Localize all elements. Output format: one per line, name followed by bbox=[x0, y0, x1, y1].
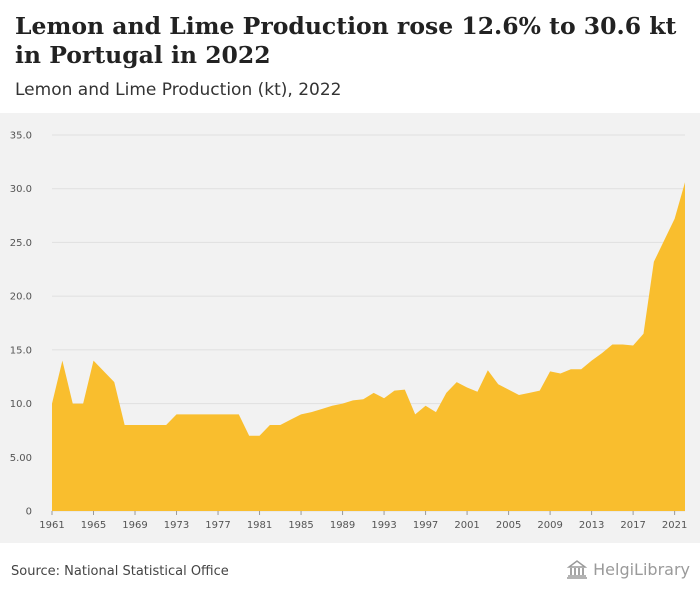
x-tick-label: 2013 bbox=[579, 520, 604, 531]
x-tick-label: 2001 bbox=[454, 520, 479, 531]
x-tick-label: 1969 bbox=[122, 520, 147, 531]
chart-title: Lemon and Lime Production rose 12.6% to … bbox=[15, 12, 677, 69]
x-tick-label: 2017 bbox=[620, 520, 645, 531]
y-tick-label: 0 bbox=[26, 507, 32, 518]
helgilibrary-logo: HelgiLibrary bbox=[565, 559, 690, 579]
logo-text: HelgiLibrary bbox=[593, 559, 690, 579]
y-tick-label: 20.0 bbox=[10, 292, 32, 303]
y-tick-label: 15.0 bbox=[10, 345, 32, 356]
production-area-series bbox=[52, 182, 685, 512]
x-tick-label: 1989 bbox=[330, 520, 355, 531]
y-tick-label: 5.00 bbox=[10, 453, 32, 464]
x-tick-label: 1985 bbox=[288, 520, 313, 531]
x-tick-label: 1973 bbox=[164, 520, 189, 531]
source-note: Source: National Statistical Office bbox=[11, 564, 229, 579]
library-building-icon bbox=[566, 560, 588, 579]
x-tick-label: 1993 bbox=[371, 520, 396, 531]
x-tick-label: 2005 bbox=[496, 520, 521, 531]
area-chart: 0 5.00 10.0 15.0 20.0 25.0 30.0 35.0 1961 1965 19… bbox=[10, 131, 688, 532]
y-tick-label: 25.0 bbox=[10, 238, 32, 249]
x-tick-label: 2021 bbox=[662, 520, 687, 531]
x-tick-label: 1965 bbox=[81, 520, 106, 531]
chart-area: 0 5.00 10.0 15.0 20.0 25.0 30.0 35.0 1961 1965 19… bbox=[0, 113, 700, 543]
x-tick-label: 1981 bbox=[247, 520, 272, 531]
x-tick-label: 2009 bbox=[537, 520, 562, 531]
chart-header: Lemon and Lime Production rose 12.6% to … bbox=[0, 0, 700, 113]
chart-subtitle: Lemon and Lime Production (kt), 2022 bbox=[15, 80, 342, 100]
x-tick-label: 1961 bbox=[39, 520, 64, 531]
chart-footer: Source: National Statistical Office Helg… bbox=[0, 543, 700, 596]
y-tick-label: 35.0 bbox=[10, 131, 32, 142]
x-tick-label: 1997 bbox=[413, 520, 438, 531]
y-tick-label: 30.0 bbox=[10, 184, 32, 195]
y-tick-label: 10.0 bbox=[10, 399, 32, 410]
x-tick-label: 1977 bbox=[205, 520, 230, 531]
